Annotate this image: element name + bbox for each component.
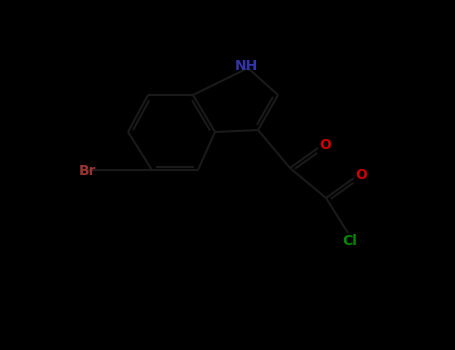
Text: Br: Br: [78, 164, 96, 178]
Text: O: O: [319, 138, 331, 152]
Text: NH: NH: [234, 59, 258, 73]
Text: O: O: [355, 168, 367, 182]
Text: Cl: Cl: [343, 234, 358, 248]
